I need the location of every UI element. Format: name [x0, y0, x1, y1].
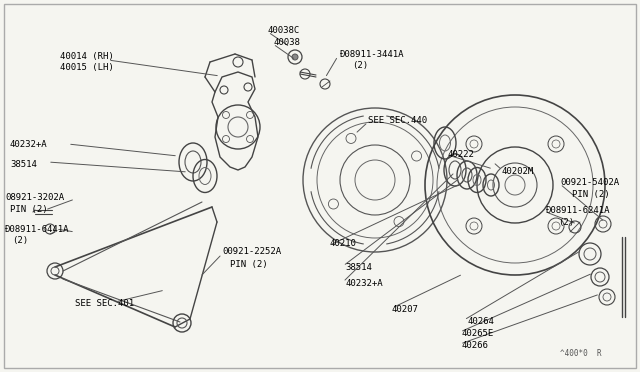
Text: 40038: 40038 — [273, 38, 300, 46]
Text: 40038C: 40038C — [268, 26, 300, 35]
Text: 08921-3202A: 08921-3202A — [5, 192, 64, 202]
Text: SEE SEC.401: SEE SEC.401 — [75, 299, 134, 308]
Text: 40207: 40207 — [392, 305, 419, 314]
Text: 00921-2252A: 00921-2252A — [222, 247, 281, 257]
Text: Ð08911-6241A: Ð08911-6241A — [546, 205, 611, 215]
Text: (2): (2) — [352, 61, 368, 70]
Text: 38514: 38514 — [10, 160, 37, 169]
Text: (2): (2) — [558, 218, 574, 227]
Text: 40014 (RH): 40014 (RH) — [60, 51, 114, 61]
Text: (2): (2) — [12, 235, 28, 244]
Text: 40232+A: 40232+A — [10, 140, 47, 148]
Text: 40210: 40210 — [330, 240, 357, 248]
Text: ^400*0  R: ^400*0 R — [560, 350, 602, 359]
Text: 00921-5402A: 00921-5402A — [560, 177, 619, 186]
Text: 40232+A: 40232+A — [345, 279, 383, 289]
Text: 40202M: 40202M — [502, 167, 534, 176]
Text: SEE SEC.440: SEE SEC.440 — [368, 115, 427, 125]
Text: 40266: 40266 — [462, 341, 489, 350]
Text: PIN (2): PIN (2) — [10, 205, 47, 214]
Text: Ð08911-3441A: Ð08911-3441A — [340, 49, 404, 58]
Text: 38514: 38514 — [345, 263, 372, 272]
Text: 40222: 40222 — [448, 150, 475, 158]
Text: Ð08911-6441A: Ð08911-6441A — [5, 224, 70, 234]
Circle shape — [292, 54, 298, 60]
Text: 40015 (LH): 40015 (LH) — [60, 62, 114, 71]
Text: PIN (2): PIN (2) — [230, 260, 268, 269]
Text: PIN (2): PIN (2) — [572, 189, 610, 199]
Text: 40265E: 40265E — [462, 330, 494, 339]
Text: 40264: 40264 — [468, 317, 495, 327]
